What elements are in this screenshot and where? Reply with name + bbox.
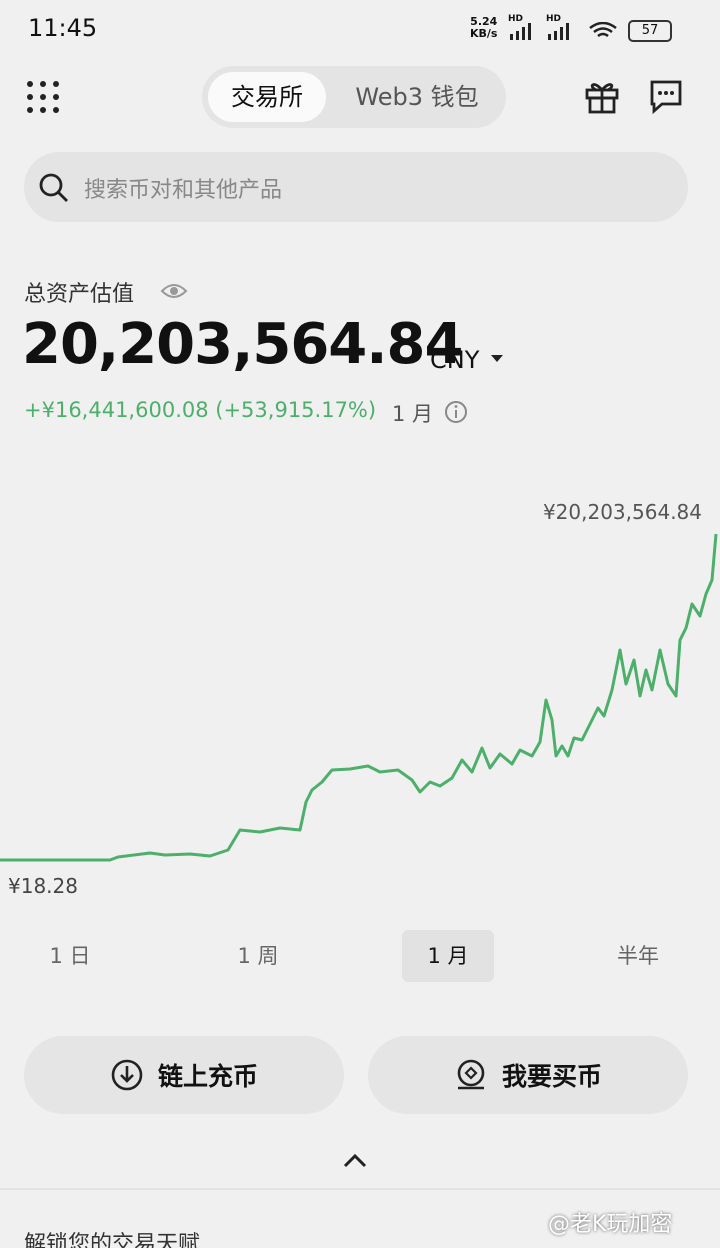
action-label: 我要买币 [501, 1062, 602, 1091]
search-icon [39, 173, 68, 202]
range-option[interactable]: 1 月 [402, 930, 494, 982]
expand-icon[interactable] [342, 1152, 368, 1170]
status-time: 11:45 [28, 14, 98, 42]
eye-icon[interactable] [160, 280, 188, 302]
net-speed-unit: KB/s [470, 27, 498, 40]
status-icons [510, 22, 617, 40]
search-placeholder: 搜索币对和其他产品 [84, 178, 283, 203]
action-button[interactable]: 我要买币 [368, 1036, 688, 1114]
chart-high-label: ¥20,203,564.84 [542, 500, 702, 524]
chart-low-label: ¥18.28 [8, 874, 78, 898]
balance-line [0, 533, 718, 862]
gift-icon[interactable] [584, 78, 620, 114]
action-button[interactable]: 链上充币 [24, 1036, 344, 1114]
range-option[interactable]: 1 日 [49, 944, 91, 968]
divider [0, 1188, 720, 1190]
tab[interactable]: 交易所 [208, 72, 326, 122]
battery: 57 [628, 20, 672, 42]
action-label: 链上充币 [157, 1062, 258, 1091]
watermark: @老K玩加密 [548, 1212, 673, 1237]
balance-change: +¥16,441,600.08 (+53,915.17%) [24, 398, 377, 422]
info-icon[interactable] [444, 400, 468, 424]
balance-label: 总资产估值 [24, 282, 135, 307]
search-bar[interactable]: 搜索币对和其他产品 [24, 152, 688, 222]
dropdown-icon[interactable] [490, 354, 504, 364]
signal-label: HD [508, 14, 524, 24]
action-icon [454, 1058, 488, 1092]
menu-icon[interactable] [26, 80, 62, 116]
balance-amount: 20,203,564.84 [22, 312, 463, 377]
range-option[interactable]: 半年 [617, 944, 659, 968]
footer-text: 解锁您的交易天赋 [24, 1232, 201, 1248]
balance-chart [0, 533, 718, 862]
message-icon[interactable] [648, 78, 684, 114]
range-option[interactable]: 1 周 [237, 944, 279, 968]
net-speed-value: 5.24 [470, 15, 498, 28]
action-icon [110, 1058, 144, 1092]
balance-currency[interactable]: CNY [430, 346, 480, 374]
tab[interactable]: Web3 钱包 [355, 83, 479, 111]
signal-label: HD [546, 14, 562, 24]
balance-period: 1 月 [392, 402, 434, 426]
net-speed: 5.24 KB/s [470, 16, 497, 40]
